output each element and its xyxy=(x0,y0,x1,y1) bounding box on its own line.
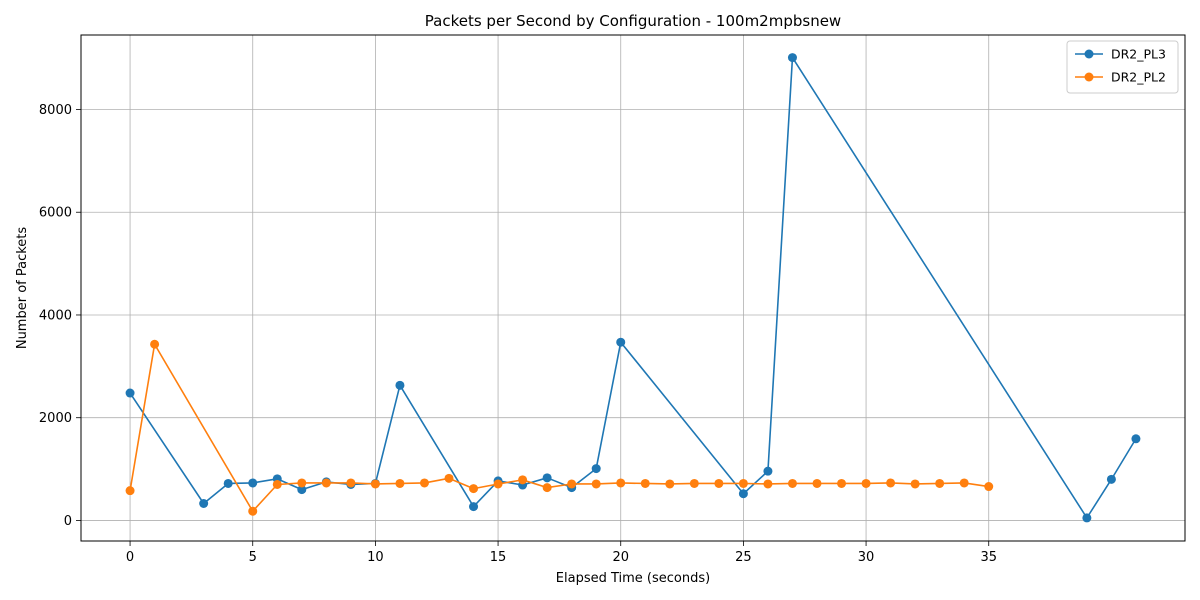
data-point xyxy=(248,506,258,516)
data-point xyxy=(272,479,282,489)
data-point xyxy=(150,339,160,349)
data-point xyxy=(787,478,797,488)
data-point xyxy=(321,478,331,488)
legend-marker xyxy=(1084,49,1094,59)
data-point xyxy=(370,479,380,489)
data-point xyxy=(935,478,945,488)
legend-label: DR2_PL2 xyxy=(1111,70,1166,85)
data-point xyxy=(861,478,871,488)
data-point xyxy=(984,482,994,492)
y-tick-label: 0 xyxy=(64,514,72,529)
x-axis: 0 5 10 15 20 25 30 35 xyxy=(126,541,997,565)
data-point xyxy=(959,478,969,488)
data-point xyxy=(493,479,503,489)
x-tick-label: 0 xyxy=(126,550,134,565)
data-point xyxy=(125,388,135,398)
grid xyxy=(81,35,1185,541)
x-tick-label: 30 xyxy=(858,550,875,565)
x-tick-label: 15 xyxy=(490,550,507,565)
data-point xyxy=(910,479,920,489)
x-tick-label: 20 xyxy=(612,550,629,565)
x-tick-label: 5 xyxy=(249,550,257,565)
legend: DR2_PL3 DR2_PL2 xyxy=(1066,40,1179,94)
data-point xyxy=(518,475,528,485)
series-layer xyxy=(125,53,1141,523)
y-tick-label: 8000 xyxy=(39,103,72,118)
legend-label: DR2_PL3 xyxy=(1111,47,1166,62)
data-point xyxy=(616,478,626,488)
data-point xyxy=(591,479,601,489)
data-point xyxy=(567,479,577,489)
data-point xyxy=(1082,513,1092,523)
x-axis-title: Elapsed Time (seconds) xyxy=(556,571,710,586)
data-point xyxy=(763,466,773,476)
data-point xyxy=(787,53,797,63)
data-point xyxy=(689,478,699,488)
legend-item: DR2_PL3 xyxy=(1075,47,1166,62)
data-point xyxy=(125,486,135,496)
y-axis: 0 2000 4000 6000 8000 xyxy=(39,103,81,529)
data-point xyxy=(248,478,258,488)
data-point xyxy=(738,478,748,488)
y-tick-label: 2000 xyxy=(39,411,72,426)
data-point xyxy=(1106,474,1116,484)
y-tick-label: 6000 xyxy=(39,206,72,221)
data-point xyxy=(738,489,748,499)
data-point xyxy=(469,484,479,494)
x-tick-label: 25 xyxy=(735,550,752,565)
data-point xyxy=(616,337,626,347)
data-point xyxy=(199,498,209,508)
chart-title: Packets per Second by Configuration - 10… xyxy=(425,12,841,30)
data-point xyxy=(763,479,773,489)
data-point xyxy=(886,478,896,488)
data-point xyxy=(812,478,822,488)
legend-marker xyxy=(1084,72,1094,82)
x-tick-label: 35 xyxy=(980,550,997,565)
y-axis-title: Number of Packets xyxy=(15,227,30,350)
data-point xyxy=(1131,434,1141,444)
data-point xyxy=(469,502,479,512)
x-tick-label: 10 xyxy=(367,550,384,565)
data-point xyxy=(714,478,724,488)
data-point xyxy=(346,478,356,488)
data-point xyxy=(837,478,847,488)
data-point xyxy=(640,478,650,488)
y-tick-label: 4000 xyxy=(39,308,72,323)
data-point xyxy=(419,478,429,488)
data-point xyxy=(395,478,405,488)
data-point xyxy=(223,478,233,488)
plot-frame xyxy=(80,34,1186,542)
data-point xyxy=(542,473,552,483)
series-dr2-pl2 xyxy=(125,339,994,516)
data-point xyxy=(591,464,601,474)
data-point xyxy=(542,483,552,493)
data-point xyxy=(395,380,405,390)
legend-item: DR2_PL2 xyxy=(1075,70,1166,85)
data-point xyxy=(444,473,454,483)
data-point xyxy=(297,485,307,495)
data-point xyxy=(297,478,307,488)
data-point xyxy=(665,479,675,489)
